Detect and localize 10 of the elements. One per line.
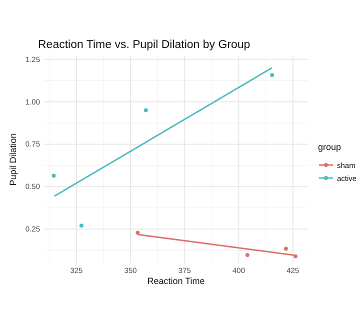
point (284, 246, 288, 251)
point (79, 224, 84, 228)
point (144, 108, 148, 112)
x-axis-title: Reaction Time (147, 276, 205, 286)
y-axis-title: Pupil Dilation (8, 133, 18, 186)
point (245, 253, 250, 258)
legend-title: group (318, 142, 342, 152)
point (52, 174, 56, 178)
chart-title: Reaction Time vs. Pupil Dilation by Group (38, 39, 250, 51)
point (270, 73, 274, 78)
